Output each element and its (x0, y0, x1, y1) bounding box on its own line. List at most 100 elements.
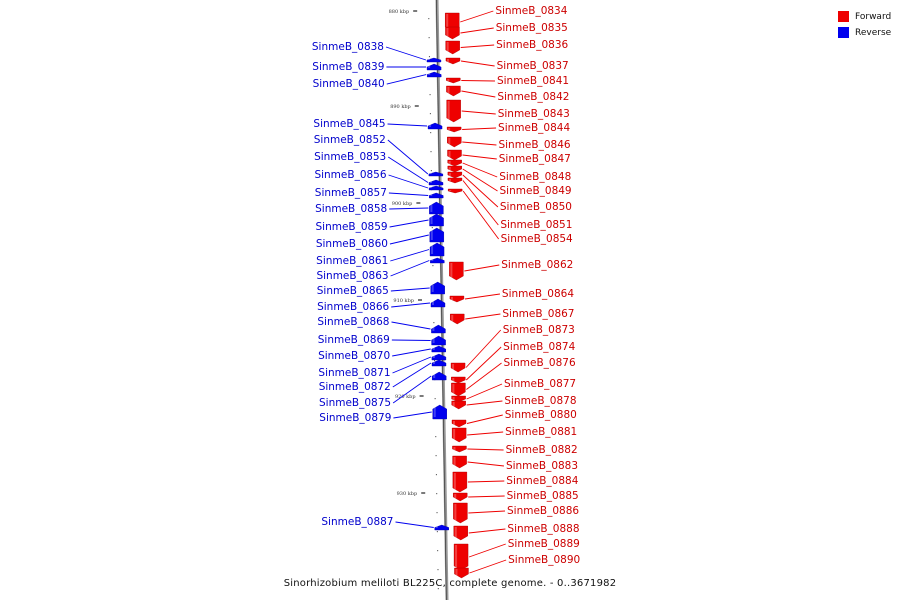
forward-gene-label[interactable]: SinmeB_0851 (500, 219, 572, 231)
reverse-gene-arrow[interactable] (430, 298, 446, 308)
reverse-gene-arrow[interactable] (431, 324, 446, 334)
reverse-gene-label[interactable]: SinmeB_0872 (319, 381, 391, 393)
forward-gene-arrow[interactable] (451, 395, 466, 403)
reverse-gene-arrow[interactable] (429, 242, 445, 257)
forward-gene-arrow[interactable] (447, 177, 463, 184)
forward-gene-label[interactable]: SinmeB_0836 (496, 39, 568, 51)
forward-gene-label[interactable]: SinmeB_0843 (498, 108, 570, 120)
reverse-gene-label[interactable]: SinmeB_0887 (321, 516, 393, 528)
forward-gene-arrow[interactable] (451, 427, 467, 443)
reverse-gene-label[interactable]: SinmeB_0863 (316, 270, 388, 282)
forward-gene-arrow[interactable] (446, 126, 462, 133)
reverse-gene-label[interactable]: SinmeB_0852 (314, 134, 386, 146)
reverse-gene-label[interactable]: SinmeB_0840 (313, 78, 385, 90)
reverse-gene-arrow[interactable] (431, 345, 446, 353)
forward-gene-arrow[interactable] (451, 382, 466, 397)
forward-gene-label[interactable]: SinmeB_0864 (502, 288, 574, 300)
forward-gene-arrow[interactable] (453, 502, 468, 524)
reverse-gene-arrow[interactable] (432, 404, 447, 420)
reverse-gene-arrow[interactable] (429, 213, 444, 227)
forward-gene-label[interactable]: SinmeB_0874 (503, 341, 575, 353)
reverse-gene-arrow[interactable] (434, 524, 449, 531)
reverse-gene-arrow[interactable] (430, 257, 445, 264)
reverse-gene-label[interactable]: SinmeB_0838 (312, 41, 384, 53)
reverse-gene-label[interactable]: SinmeB_0858 (315, 203, 387, 215)
forward-gene-label[interactable]: SinmeB_0850 (500, 201, 572, 213)
reverse-gene-label[interactable]: SinmeB_0868 (317, 316, 389, 328)
reverse-gene-label[interactable]: SinmeB_0866 (317, 301, 389, 313)
forward-gene-label[interactable]: SinmeB_0837 (497, 60, 569, 72)
reverse-gene-label[interactable]: SinmeB_0859 (315, 221, 387, 233)
forward-gene-label[interactable]: SinmeB_0834 (495, 5, 567, 17)
forward-gene-arrow[interactable] (452, 445, 467, 453)
forward-gene-arrow[interactable] (447, 171, 463, 179)
forward-gene-label[interactable]: SinmeB_0885 (507, 490, 579, 502)
forward-gene-arrow[interactable] (451, 400, 466, 410)
reverse-gene-arrow[interactable] (426, 63, 442, 71)
forward-gene-label[interactable]: SinmeB_0878 (504, 395, 576, 407)
reverse-gene-label[interactable]: SinmeB_0845 (313, 118, 385, 130)
reverse-gene-label[interactable]: SinmeB_0860 (316, 238, 388, 250)
reverse-gene-arrow[interactable] (427, 71, 442, 78)
forward-gene-label[interactable]: SinmeB_0847 (499, 153, 571, 165)
reverse-gene-label[interactable]: SinmeB_0871 (318, 367, 390, 379)
forward-gene-label[interactable]: SinmeB_0880 (505, 409, 577, 421)
forward-gene-arrow[interactable] (452, 471, 468, 493)
forward-gene-label[interactable]: SinmeB_0867 (502, 308, 574, 320)
reverse-gene-arrow[interactable] (428, 179, 444, 186)
forward-gene-arrow[interactable] (453, 525, 468, 541)
reverse-gene-label[interactable]: SinmeB_0865 (317, 285, 389, 297)
forward-gene-label[interactable]: SinmeB_0877 (504, 378, 576, 390)
reverse-gene-arrow[interactable] (432, 371, 447, 381)
forward-gene-label[interactable]: SinmeB_0876 (504, 357, 576, 369)
forward-gene-label[interactable]: SinmeB_0884 (506, 475, 578, 487)
forward-gene-label[interactable]: SinmeB_0842 (497, 91, 569, 103)
forward-gene-arrow[interactable] (446, 77, 461, 84)
reverse-gene-label[interactable]: SinmeB_0839 (312, 61, 384, 73)
forward-gene-arrow[interactable] (445, 40, 460, 55)
forward-gene-arrow[interactable] (445, 26, 460, 40)
forward-gene-arrow[interactable] (447, 165, 462, 173)
reverse-gene-label[interactable]: SinmeB_0853 (314, 151, 386, 163)
forward-gene-label[interactable]: SinmeB_0882 (506, 444, 578, 456)
reverse-gene-label[interactable]: SinmeB_0879 (319, 412, 391, 424)
reverse-gene-arrow[interactable] (431, 335, 446, 346)
forward-gene-label[interactable]: SinmeB_0889 (508, 538, 580, 550)
forward-gene-arrow[interactable] (450, 313, 465, 325)
forward-gene-label[interactable]: SinmeB_0844 (498, 122, 570, 134)
reverse-gene-label[interactable]: SinmeB_0869 (318, 334, 390, 346)
forward-gene-arrow[interactable] (445, 57, 461, 65)
forward-gene-arrow[interactable] (446, 85, 461, 97)
forward-gene-label[interactable]: SinmeB_0890 (508, 554, 580, 566)
forward-gene-label[interactable]: SinmeB_0848 (499, 171, 571, 183)
forward-gene-arrow[interactable] (447, 136, 462, 148)
reverse-gene-arrow[interactable] (426, 57, 442, 63)
reverse-gene-label[interactable]: SinmeB_0857 (315, 187, 387, 199)
forward-gene-label[interactable]: SinmeB_0881 (505, 426, 577, 438)
reverse-gene-arrow[interactable] (429, 192, 444, 199)
reverse-gene-arrow[interactable] (431, 359, 447, 367)
forward-gene-label[interactable]: SinmeB_0888 (507, 523, 579, 535)
forward-gene-label[interactable]: SinmeB_0841 (497, 75, 569, 87)
forward-gene-label[interactable]: SinmeB_0883 (506, 460, 578, 472)
reverse-gene-label[interactable]: SinmeB_0856 (314, 169, 386, 181)
forward-gene-label[interactable]: SinmeB_0873 (503, 324, 575, 336)
forward-gene-arrow[interactable] (451, 419, 467, 428)
reverse-gene-arrow[interactable] (428, 185, 444, 191)
forward-gene-arrow[interactable] (453, 492, 468, 502)
reverse-gene-arrow[interactable] (428, 171, 444, 177)
reverse-gene-label[interactable]: SinmeB_0870 (318, 350, 390, 362)
forward-gene-arrow[interactable] (454, 567, 469, 579)
forward-gene-label[interactable]: SinmeB_0835 (496, 22, 568, 34)
reverse-gene-arrow[interactable] (427, 122, 443, 130)
forward-gene-arrow[interactable] (446, 99, 461, 123)
forward-gene-label[interactable]: SinmeB_0849 (500, 185, 572, 197)
forward-gene-label[interactable]: SinmeB_0886 (507, 505, 579, 517)
reverse-gene-label[interactable]: SinmeB_0861 (316, 255, 388, 267)
forward-gene-arrow[interactable] (447, 159, 462, 167)
forward-gene-label[interactable]: SinmeB_0862 (501, 259, 573, 271)
forward-gene-arrow[interactable] (450, 362, 466, 373)
forward-gene-label[interactable]: SinmeB_0846 (498, 139, 570, 151)
forward-gene-arrow[interactable] (449, 295, 465, 303)
